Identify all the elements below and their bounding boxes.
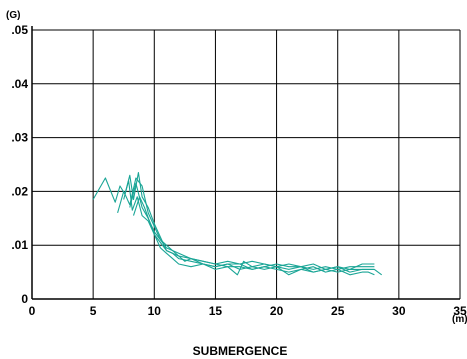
series-line-4 xyxy=(132,196,375,276)
series-line-5 xyxy=(129,182,383,276)
x-tick-label-4: 20 xyxy=(270,304,284,318)
series-line-3 xyxy=(123,180,375,270)
x-axis-title: SUBMERGENCE xyxy=(193,344,288,358)
x-tick-label-6: 30 xyxy=(392,304,406,318)
y-tick-label-2: .02 xyxy=(11,184,28,198)
x-tick-label-3: 15 xyxy=(209,304,223,318)
y-tick-label-0: 0 xyxy=(21,292,28,306)
labels: (G) (m) SUBMERGENCE xyxy=(6,10,467,358)
x-unit-label: (m) xyxy=(452,314,467,325)
y-tick-label-3: .03 xyxy=(11,131,28,145)
y-tick-label-5: .05 xyxy=(11,23,28,37)
x-tick-label-1: 5 xyxy=(90,304,97,318)
grid xyxy=(32,29,461,299)
y-tick-label-1: .01 xyxy=(11,238,28,252)
axes: 0 5 10 15 20 25 30 35 0 .01 .02 .03 .04 .05 xyxy=(11,23,467,318)
series-layer xyxy=(92,172,383,276)
x-tick-label-0: 0 xyxy=(29,304,36,318)
y-unit-label: (G) xyxy=(6,10,20,21)
x-tick-label-5: 25 xyxy=(331,304,345,318)
y-tick-label-4: .04 xyxy=(11,77,28,91)
x-tick-label-7: 35 xyxy=(453,304,467,318)
x-tick-label-2: 10 xyxy=(148,304,162,318)
